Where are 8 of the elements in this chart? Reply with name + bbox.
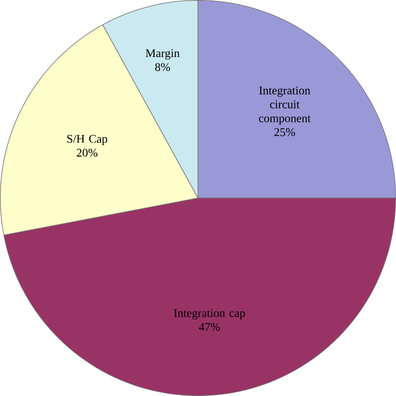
slice-label: Integration circuit component bbox=[258, 86, 311, 125]
slice-label: Integration cap bbox=[174, 309, 245, 320]
data-label: 20% bbox=[76, 148, 98, 157]
data-label: 47% bbox=[198, 322, 220, 331]
slice-label: Margin bbox=[146, 49, 180, 60]
data-label: 25% bbox=[274, 128, 296, 136]
data-label: 8% bbox=[155, 63, 170, 72]
slice-label: S/H Cap bbox=[67, 134, 108, 146]
